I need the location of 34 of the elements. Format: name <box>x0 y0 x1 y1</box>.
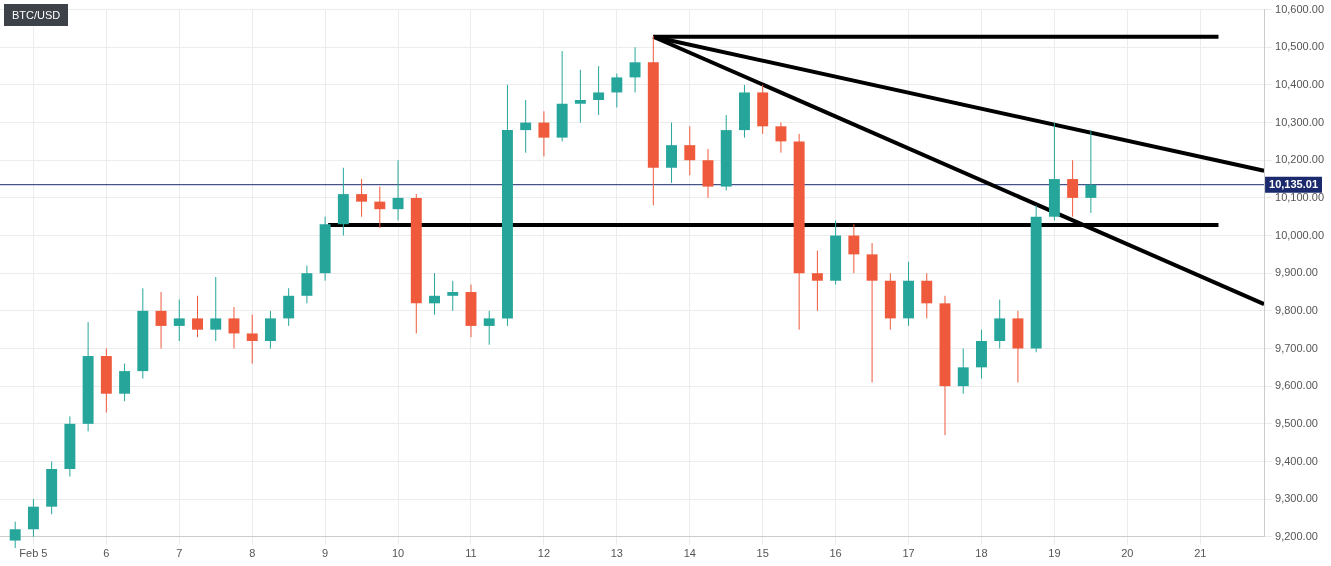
x-tick-label: 17 <box>902 547 915 560</box>
x-tick-label: 20 <box>1121 547 1134 560</box>
x-tick-label: 14 <box>683 547 696 560</box>
y-tick-label: 10,200.00 <box>1275 153 1324 166</box>
x-tick-label: 16 <box>829 547 842 560</box>
x-tick-label: 7 <box>176 547 183 560</box>
y-tick-label: 10,100.00 <box>1275 190 1324 203</box>
x-tick-label: 18 <box>975 547 988 560</box>
y-tick-label: 9,400.00 <box>1275 454 1318 467</box>
x-tick-label: 12 <box>537 547 551 560</box>
y-tick-label: 9,700.00 <box>1275 341 1318 354</box>
ref-line-label: 10,135.01 <box>1269 177 1318 190</box>
y-tick-label: 10,500.00 <box>1275 40 1324 53</box>
y-tick-label: 9,200.00 <box>1275 529 1318 542</box>
x-tick-label: Feb 5 <box>19 547 48 560</box>
y-tick-label: 9,800.00 <box>1275 303 1318 316</box>
y-tick-label: 9,900.00 <box>1275 266 1318 279</box>
x-tick-label: 11 <box>465 547 477 560</box>
x-tick-label: 19 <box>1048 547 1061 560</box>
x-tick-label: 9 <box>322 547 329 560</box>
chart-title: BTC/USD <box>4 4 69 26</box>
x-tick-label: 10 <box>391 547 405 560</box>
y-tick-label: 9,600.00 <box>1275 379 1318 392</box>
x-tick-label: 8 <box>249 547 256 560</box>
x-tick-label: 21 <box>1194 547 1207 560</box>
x-tick-label: 13 <box>610 547 623 560</box>
y-tick-label: 9,300.00 <box>1275 492 1318 505</box>
y-tick-label: 10,300.00 <box>1275 115 1324 128</box>
y-tick-label: 10,600.00 <box>1275 2 1324 15</box>
x-tick-label: 15 <box>756 547 769 560</box>
y-tick-label: 9,500.00 <box>1275 416 1318 429</box>
y-tick-label: 10,000.00 <box>1275 228 1324 241</box>
y-tick-label: 10,400.00 <box>1275 77 1324 90</box>
x-tick-label: 6 <box>103 547 110 560</box>
